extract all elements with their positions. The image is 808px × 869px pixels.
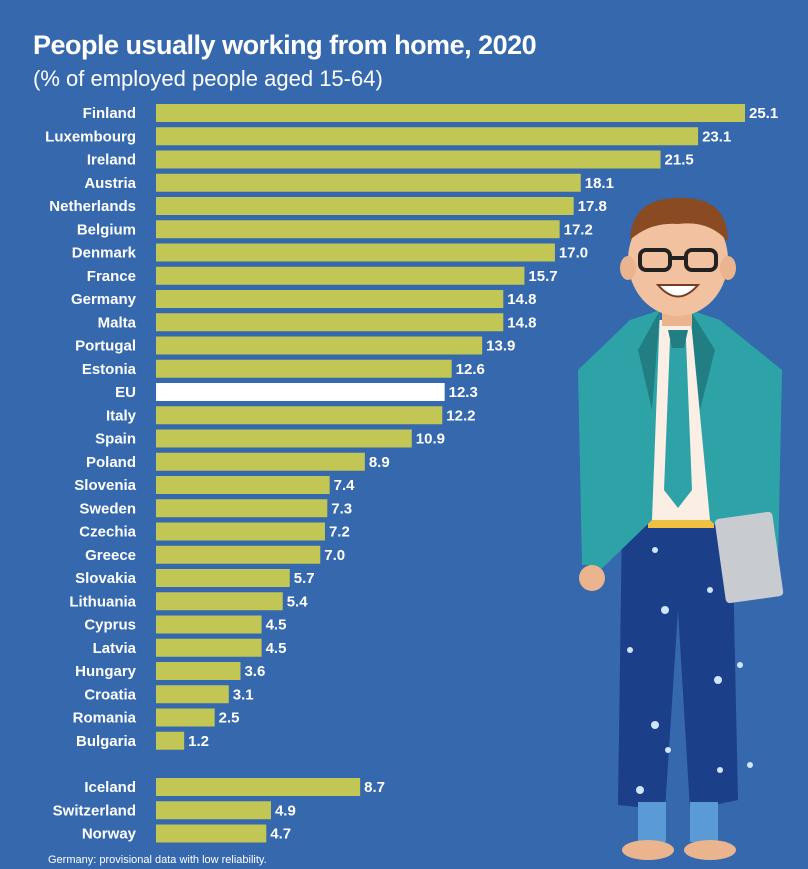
bar — [156, 266, 525, 285]
value-label: 4.5 — [266, 617, 287, 634]
category-label: Lithuania — [69, 593, 136, 610]
value-label: 8.7 — [364, 779, 385, 796]
value-label: 5.7 — [294, 570, 315, 587]
category-label: Italy — [106, 407, 137, 424]
category-label: Romania — [73, 710, 137, 727]
value-label: 7.0 — [324, 547, 345, 564]
category-label: Ireland — [87, 152, 136, 169]
bar — [156, 638, 262, 657]
chart-subtitle: (% of employed people aged 15-64) — [33, 66, 383, 91]
value-label: 13.9 — [486, 338, 515, 355]
value-label: 7.3 — [331, 500, 352, 517]
value-label: 7.2 — [329, 524, 350, 541]
bar — [156, 150, 661, 169]
bar — [156, 778, 361, 796]
category-label: Sweden — [79, 500, 136, 517]
value-label: 12.3 — [449, 384, 478, 401]
bar — [156, 476, 330, 494]
bar — [156, 197, 574, 215]
category-label: France — [87, 268, 136, 285]
bar — [156, 615, 262, 634]
category-label: Denmark — [72, 245, 137, 262]
bar — [156, 127, 699, 146]
value-label: 10.9 — [416, 431, 445, 448]
value-label: 25.1 — [749, 105, 778, 122]
value-label: 17.2 — [564, 221, 593, 238]
bar — [156, 313, 504, 332]
bar — [156, 685, 229, 704]
bar — [156, 243, 555, 262]
category-label: Estonia — [82, 361, 137, 378]
value-label: 3.1 — [233, 686, 254, 703]
bar — [156, 290, 504, 308]
bar — [156, 545, 321, 564]
chart-title: People usually working from home, 2020 — [33, 30, 537, 60]
value-label: 7.4 — [334, 477, 356, 494]
bar — [156, 662, 241, 680]
value-label: 15.7 — [528, 268, 557, 285]
value-label: 5.4 — [287, 593, 309, 610]
bar — [156, 104, 745, 122]
bar — [156, 220, 560, 239]
bar — [156, 383, 445, 401]
category-label: EU — [115, 384, 136, 401]
value-label: 12.2 — [446, 407, 475, 424]
category-label: Cyprus — [84, 617, 136, 634]
bar — [156, 336, 483, 355]
bar — [156, 429, 412, 448]
bar — [156, 522, 325, 541]
bar — [156, 359, 452, 378]
bar — [156, 499, 328, 518]
value-label: 23.1 — [702, 128, 731, 145]
value-label: 4.7 — [270, 826, 291, 843]
category-label: Belgium — [77, 221, 136, 238]
bar — [156, 708, 215, 727]
value-label: 8.9 — [369, 454, 390, 471]
category-label: Switzerland — [53, 802, 136, 819]
value-label: 1.2 — [188, 733, 209, 750]
category-label: Malta — [98, 314, 137, 331]
bar — [156, 824, 267, 843]
category-label: Hungary — [75, 663, 137, 680]
category-label: Bulgaria — [76, 733, 137, 750]
category-label: Czechia — [79, 524, 136, 541]
category-label: Greece — [85, 547, 136, 564]
bar — [156, 801, 271, 820]
bar — [156, 569, 290, 587]
category-label: Latvia — [93, 640, 137, 657]
category-label: Finland — [83, 105, 136, 122]
category-label: Spain — [95, 431, 136, 448]
footnote: Germany: provisional data with low relia… — [48, 854, 267, 866]
person-with-laptop-illustration — [578, 197, 784, 860]
category-label: Slovakia — [75, 570, 137, 587]
category-label: Netherlands — [49, 198, 136, 215]
category-label: Poland — [86, 454, 136, 471]
category-label: Austria — [84, 175, 136, 192]
category-label: Luxembourg — [45, 128, 136, 145]
value-label: 4.9 — [275, 802, 296, 819]
value-label: 3.6 — [244, 663, 265, 680]
bar — [156, 406, 443, 425]
category-label: Germany — [71, 291, 137, 308]
category-label: Portugal — [75, 338, 136, 355]
value-label: 17.8 — [578, 198, 607, 215]
value-label: 14.8 — [507, 291, 536, 308]
bar — [156, 173, 581, 192]
bar — [156, 452, 365, 471]
value-label: 14.8 — [507, 314, 536, 331]
value-label: 4.5 — [266, 640, 287, 657]
value-label: 17.0 — [559, 245, 588, 262]
bar — [156, 592, 283, 611]
value-label: 21.5 — [665, 152, 694, 169]
category-label: Iceland — [84, 779, 136, 796]
value-label: 2.5 — [219, 710, 240, 727]
value-label: 18.1 — [585, 175, 614, 192]
bar — [156, 731, 185, 750]
category-label: Norway — [82, 826, 137, 843]
value-label: 12.6 — [456, 361, 485, 378]
category-label: Croatia — [84, 686, 136, 703]
category-label: Slovenia — [74, 477, 136, 494]
